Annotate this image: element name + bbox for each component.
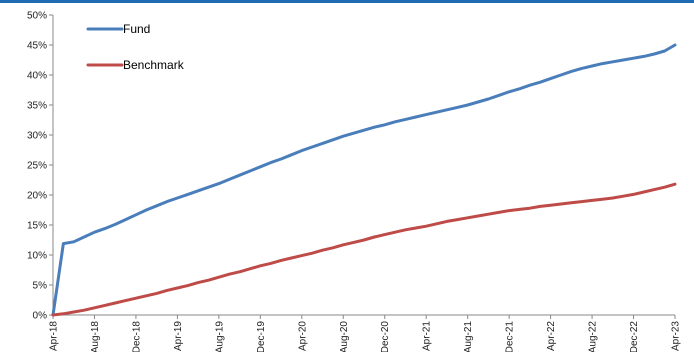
y-tick-label: 20%: [27, 191, 47, 202]
y-tick-label: 35%: [27, 101, 47, 112]
x-tick-labels: Apr-18 Aug-18 Dec-18 Apr-19 Aug-19 Dec-19 Apr-…: [49, 321, 682, 352]
y-tick-label: 45%: [27, 41, 47, 52]
series-line-benchmark: [51, 182, 677, 317]
x-tick-label: Apr-22: [546, 321, 557, 351]
axes: [49, 14, 676, 319]
x-tick-label: Apr-20: [297, 321, 308, 351]
x-tick-label: Aug-21: [463, 321, 474, 352]
y-tick-label: 0%: [33, 311, 48, 322]
y-tick-labels: 0% 5% 10% 15% 20% 25% 30% 35% 40% 45% 50%: [27, 11, 47, 322]
top-rule: [0, 0, 694, 3]
x-tick-label: Dec-21: [505, 321, 516, 352]
y-tick-label: 40%: [27, 71, 47, 82]
y-tick-label: 25%: [27, 161, 47, 172]
x-tick-label: Aug-19: [214, 321, 225, 352]
x-tick-label: Dec-19: [256, 321, 267, 352]
x-tick-label: Dec-22: [629, 321, 640, 352]
legend: Fund Benchmark: [86, 22, 185, 72]
x-tick-label: Apr-23: [671, 321, 682, 351]
y-tick-label: 15%: [27, 221, 47, 232]
x-tick-label: Dec-18: [131, 321, 142, 352]
x-tick-label: Aug-20: [339, 321, 350, 352]
legend-label-benchmark: Benchmark: [123, 58, 185, 72]
x-tick-label: Aug-18: [90, 321, 101, 352]
legend-label-fund: Fund: [123, 22, 150, 36]
series-lines: [51, 43, 677, 317]
x-tick-label: Aug-22: [588, 321, 599, 352]
y-tick-label: 50%: [27, 11, 47, 22]
x-tick-label: Apr-18: [49, 321, 60, 351]
y-tick-label: 30%: [27, 131, 47, 142]
x-tick-label: Apr-19: [173, 321, 184, 351]
y-tick-label: 10%: [27, 251, 47, 262]
series-line-fund: [51, 43, 677, 317]
x-tick-label: Apr-21: [422, 321, 433, 351]
y-tick-label: 5%: [33, 281, 48, 292]
x-tick-label: Dec-20: [380, 321, 391, 352]
